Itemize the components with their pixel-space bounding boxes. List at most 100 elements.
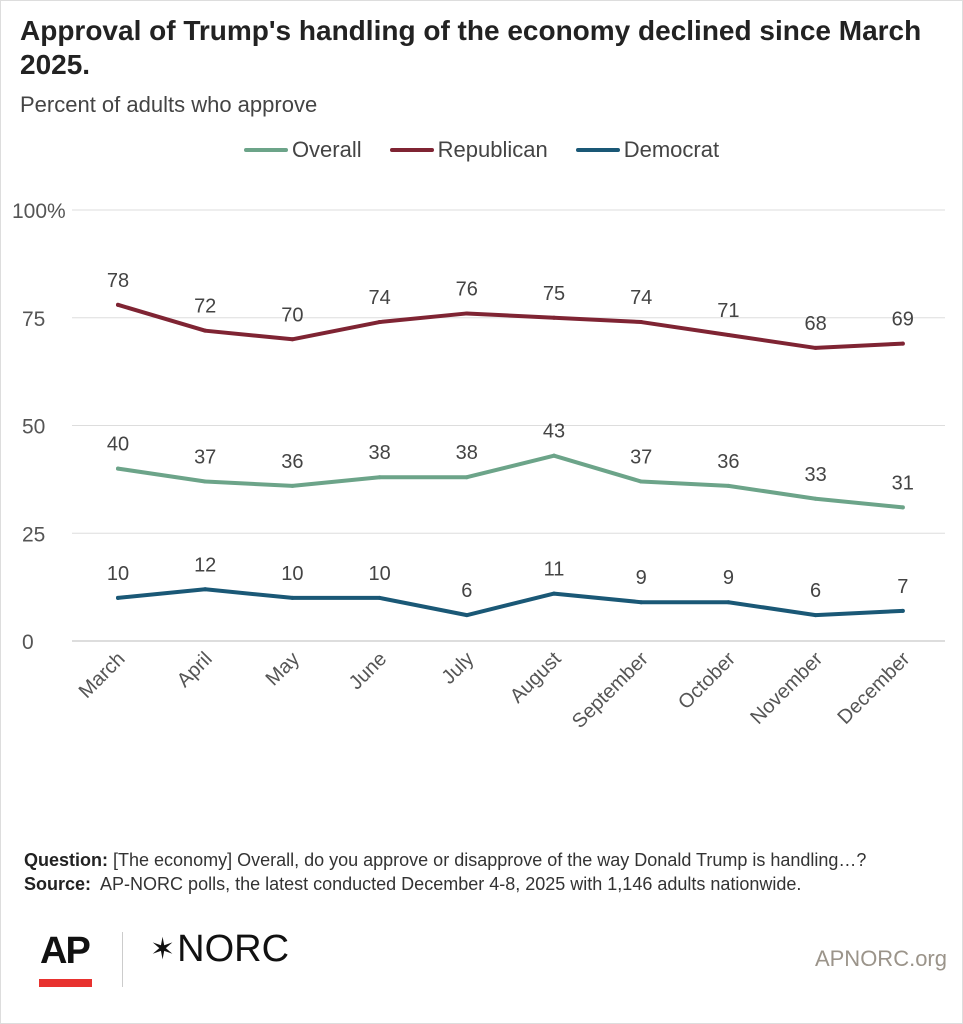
norc-logo-text: NORC [177,928,290,970]
data-point-republican [639,320,644,325]
data-label-overall: 38 [368,442,390,464]
data-point-democrat [464,613,469,618]
x-tick-label: September [568,648,653,733]
data-point-democrat [726,600,731,605]
data-label-republican: 74 [630,287,652,309]
data-label-overall: 36 [717,451,739,473]
logo-divider [122,932,123,987]
site-link[interactable]: APNORC.org [814,946,947,971]
legend-item-overall: Overall [243,137,362,163]
source-text: AP-NORC polls, the latest conducted Dece… [100,874,802,894]
source-label: Source: [24,874,92,894]
series-line-republican [116,302,905,350]
legend-swatch [575,148,620,152]
data-point-republican [726,332,731,337]
data-label-democrat: 10 [368,563,390,585]
data-point-republican [290,337,295,342]
line-chart: 0 25 50 75 100% March April May June July August Se… [12,200,945,733]
question-text: [The economy] Overall, do you approve or… [113,850,867,870]
data-point-republican [900,341,905,346]
data-point-overall [116,466,120,471]
data-point-republican [464,311,469,316]
data-point-democrat [377,595,382,600]
notes: Question: [The economy] Overall, do you … [24,848,944,896]
data-label-democrat: 10 [281,563,303,585]
norc-logo: ✶ NORC [150,928,289,971]
data-point-democrat [813,613,818,618]
data-label-democrat: 10 [107,563,129,585]
legend-swatch [243,148,288,152]
x-tick-label: June [345,648,391,694]
series-line-overall [116,453,905,510]
x-tick-label: July [438,648,479,689]
data-label-overall: 33 [804,464,826,486]
data-label-republican: 78 [107,270,129,292]
data-label-republican: 70 [281,304,303,326]
y-tick-label: 75 [22,308,45,331]
data-point-overall [290,483,295,488]
legend-label: Republican [437,137,548,162]
ap-logo: AP [40,930,91,972]
x-tick-label: October [674,648,740,714]
data-label-democrat: 11 [544,559,565,581]
data-label-republican: 69 [892,309,914,331]
data-label-republican: 71 [717,300,739,322]
x-tick-label: April [173,648,217,692]
series-line-democrat [116,587,905,618]
data-point-overall [203,479,208,484]
legend-label: Overall [291,137,362,162]
data-label-republican: 72 [194,296,216,318]
data-point-overall [900,505,905,510]
data-label-overall: 37 [194,447,216,469]
data-point-democrat [900,608,905,613]
y-tick-label: 50 [22,416,45,439]
data-point-republican [813,345,818,350]
data-point-overall [639,479,644,484]
data-point-overall [377,475,382,480]
data-point-republican [377,320,382,325]
data-label-overall: 38 [456,442,478,464]
data-label-republican: 74 [368,287,390,309]
data-point-republican [552,315,556,320]
chart-subtitle: Percent of adults who approve [20,92,318,117]
y-tick-label: 0 [22,631,34,654]
x-tick-label: December [834,648,915,729]
x-tick-label: May [262,648,304,690]
data-label-republican: 76 [456,278,478,300]
data-label-democrat: 6 [810,580,821,602]
data-point-republican [116,302,120,307]
legend: Overall Republican Democrat [0,137,963,163]
data-label-republican: 75 [543,283,565,305]
legend-swatch [389,148,434,152]
data-point-overall [464,475,469,480]
x-tick-label: November [746,648,827,729]
data-label-overall: 37 [630,447,652,469]
data-point-democrat [203,587,208,592]
data-point-democrat [552,591,556,596]
data-point-overall [726,483,731,488]
x-tick-label: March [75,648,130,703]
data-point-democrat [639,600,644,605]
ap-logo-bar [39,979,92,987]
question-note: Question: [The economy] Overall, do you … [24,848,944,872]
data-label-overall: 31 [892,472,914,494]
y-tick-label: 25 [22,523,45,546]
legend-label: Democrat [623,137,720,162]
chart-title: Approval of Trump's handling of the econ… [20,15,922,80]
data-point-democrat [116,595,120,600]
data-label-overall: 43 [543,421,565,443]
data-label-democrat: 12 [194,554,216,576]
data-point-republican [203,328,208,333]
question-label: Question: [24,850,108,870]
data-point-democrat [290,595,295,600]
norc-star-icon: ✶ [150,933,176,966]
data-point-overall [552,453,556,458]
source-note: Source: AP-NORC polls, the latest conduc… [24,872,944,896]
x-tick-label: August [506,648,566,708]
data-label-democrat: 7 [897,576,908,598]
data-point-overall [813,496,818,501]
data-label-republican: 68 [804,313,826,335]
data-label-democrat: 9 [636,567,647,589]
data-label-democrat: 6 [461,580,472,602]
legend-item-republican: Republican [389,137,548,163]
